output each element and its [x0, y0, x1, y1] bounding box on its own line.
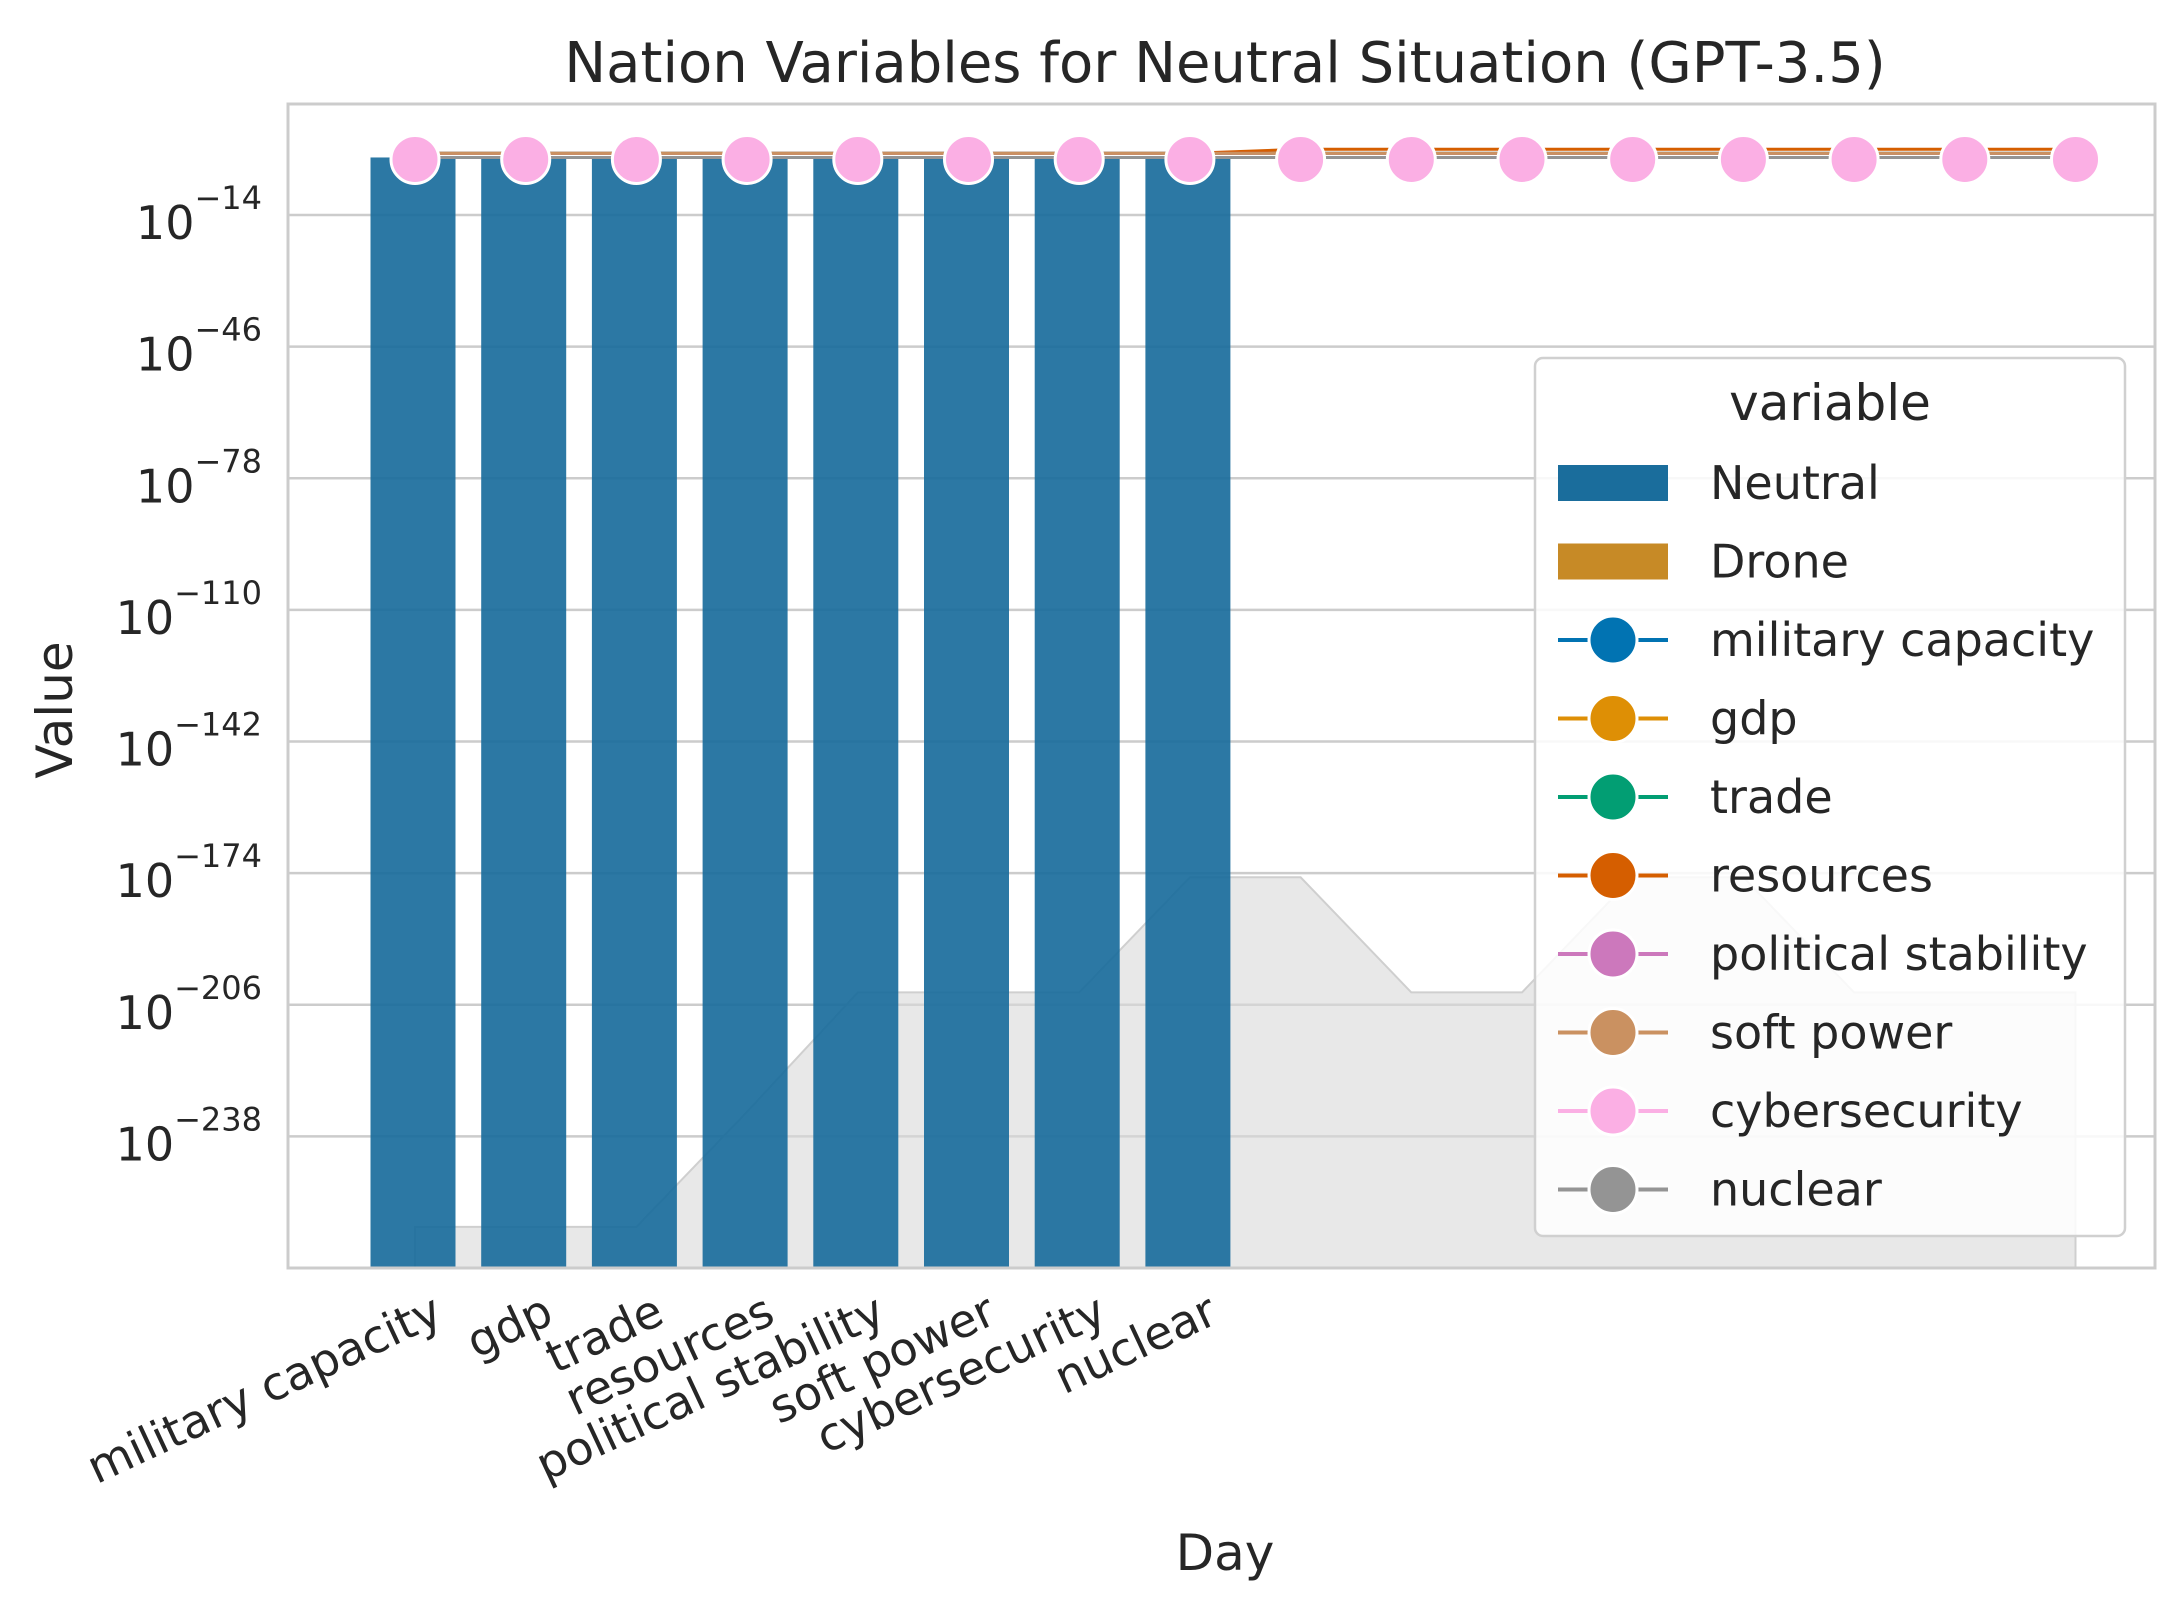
- y-tick-label: 10−238: [116, 1100, 262, 1171]
- bar-neutral: [1145, 157, 1231, 1268]
- data-point: [1828, 133, 1880, 185]
- legend-label: trade: [1710, 770, 1833, 824]
- plot-frame: [286, 102, 2157, 1270]
- data-point: [2050, 133, 2101, 185]
- data-point: [1385, 133, 1437, 185]
- data-point: [1717, 133, 1769, 185]
- data-point: [500, 133, 552, 185]
- data-point: [1939, 133, 1991, 185]
- y-tick-label: 10−110: [116, 574, 262, 645]
- bar-neutral: [1034, 157, 1120, 1268]
- y-tick-label: 10−14: [136, 179, 262, 250]
- legend-box: [1533, 356, 2127, 1238]
- bar-neutral: [370, 157, 456, 1268]
- y-tick-label: 10−174: [116, 837, 262, 908]
- bar-neutral: [924, 157, 1009, 1268]
- legend-marker: [1587, 1164, 1639, 1215]
- legend-marker: [1587, 928, 1639, 980]
- y-tick-label: 10−142: [116, 706, 262, 777]
- y-axis-label: Value: [26, 641, 84, 778]
- data-point: [1053, 133, 1105, 185]
- bar-neutral: [591, 157, 677, 1268]
- legend-swatch: [1558, 543, 1668, 580]
- data-point: [832, 133, 884, 185]
- x-tick-label: military capacity: [78, 1283, 449, 1494]
- x-axis-label: Day: [1176, 1524, 1275, 1582]
- legend-label: Neutral: [1710, 456, 1880, 510]
- legend: variable Neutral Drone military capacity gdp…: [1533, 356, 2127, 1238]
- legend-label: gdp: [1710, 692, 1798, 746]
- legend-label: resources: [1710, 849, 1933, 903]
- chart-title: Nation Variables for Neutral Situation (…: [564, 31, 1885, 96]
- x-tick-label: gdp: [458, 1283, 560, 1369]
- legend-swatch: [1558, 465, 1668, 501]
- legend-marker: [1587, 850, 1639, 901]
- data-point: [610, 133, 662, 185]
- data-point: [943, 133, 994, 185]
- data-point: [1607, 133, 1659, 185]
- legend-marker: [1587, 614, 1639, 666]
- data-point: [1275, 133, 1327, 185]
- data-point: [721, 133, 773, 185]
- data-point: [1164, 133, 1216, 185]
- data-point: [389, 133, 441, 185]
- bar-neutral: [813, 157, 899, 1268]
- y-tick-label: 10−206: [116, 969, 262, 1040]
- legend-label: nuclear: [1710, 1163, 1882, 1217]
- legend-marker: [1587, 1007, 1639, 1058]
- legend-marker: [1587, 693, 1639, 744]
- bar-neutral: [481, 157, 567, 1268]
- y-tick-label: 10−78: [136, 442, 262, 513]
- legend-label: soft power: [1710, 1006, 1952, 1060]
- legend-label: political stability: [1710, 927, 2088, 981]
- legend-title: variable: [1729, 374, 1931, 432]
- legend-label: cybersecurity: [1710, 1084, 2023, 1138]
- bar-neutral: [702, 157, 788, 1268]
- legend-label: military capacity: [1710, 613, 2094, 667]
- legend-label: Drone: [1710, 535, 1849, 589]
- y-tick-label: 10−46: [136, 311, 262, 382]
- legend-marker: [1587, 1085, 1639, 1137]
- legend-marker: [1587, 771, 1639, 823]
- data-point: [1496, 133, 1548, 185]
